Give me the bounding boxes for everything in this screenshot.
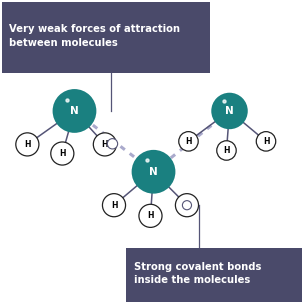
Text: H: H <box>223 146 230 155</box>
Text: H: H <box>24 140 31 149</box>
Text: H: H <box>185 137 192 146</box>
Text: H: H <box>263 137 269 146</box>
Text: H: H <box>102 140 108 149</box>
Circle shape <box>132 150 175 194</box>
Text: H: H <box>59 149 66 158</box>
Text: N: N <box>225 106 234 116</box>
Text: H: H <box>111 201 117 210</box>
Circle shape <box>211 93 248 129</box>
Circle shape <box>139 204 162 227</box>
Text: Very weak forces of attraction
between molecules: Very weak forces of attraction between m… <box>9 24 180 47</box>
Circle shape <box>107 139 118 149</box>
Text: H: H <box>147 211 154 220</box>
FancyBboxPatch shape <box>2 2 210 73</box>
Text: N: N <box>149 167 158 177</box>
Text: Strong covalent bonds
inside the molecules: Strong covalent bonds inside the molecul… <box>134 262 261 285</box>
Circle shape <box>182 201 192 210</box>
Circle shape <box>51 142 74 165</box>
Circle shape <box>102 194 126 217</box>
FancyBboxPatch shape <box>126 248 302 302</box>
Circle shape <box>16 133 39 156</box>
Circle shape <box>256 132 276 151</box>
Text: N: N <box>70 106 79 116</box>
Circle shape <box>179 132 198 151</box>
Circle shape <box>53 89 96 133</box>
Text: H: H <box>184 201 190 210</box>
Circle shape <box>217 141 236 160</box>
Circle shape <box>175 194 199 217</box>
Circle shape <box>93 133 116 156</box>
